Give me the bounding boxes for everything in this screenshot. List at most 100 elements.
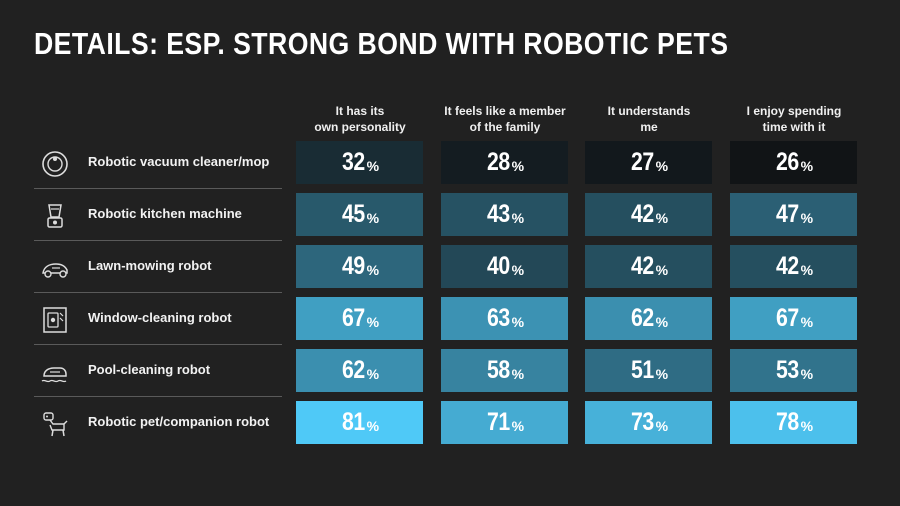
value-unit: % — [800, 261, 814, 278]
value-number: 40 — [486, 252, 510, 280]
row-divider — [34, 240, 282, 241]
value-unit: % — [800, 417, 814, 434]
value-cell: 32% — [296, 141, 423, 184]
value-number: 78 — [775, 408, 799, 436]
value-number: 27 — [630, 148, 654, 176]
column-header-line: It has its — [335, 104, 385, 118]
value-unit: % — [511, 209, 525, 226]
column-header: It feels like a member of the family — [441, 103, 569, 135]
value-unit: % — [511, 313, 525, 330]
value-cell: 28% — [441, 141, 568, 184]
robot-dog-icon — [40, 409, 70, 439]
value-number: 49 — [341, 252, 365, 280]
value-number: 28 — [486, 148, 510, 176]
column-header-line: me — [640, 120, 658, 134]
value-unit: % — [655, 209, 669, 226]
column-header-line: It understands — [607, 104, 691, 118]
column-header-line: I enjoy spending — [746, 104, 842, 118]
value-number: 73 — [630, 408, 654, 436]
value-cell: 62% — [296, 349, 423, 392]
value-number: 53 — [775, 356, 799, 384]
value-unit: % — [511, 365, 525, 382]
value-unit: % — [366, 365, 380, 382]
value-unit: % — [366, 313, 380, 330]
value-cell: 81% — [296, 401, 423, 444]
value-unit: % — [655, 365, 669, 382]
value-number: 45 — [341, 200, 365, 228]
pool-robot-icon — [40, 357, 70, 387]
value-number: 47 — [775, 200, 799, 228]
row-label-text: Window-cleaning robot — [88, 310, 232, 325]
column-header: I enjoy spending time with it — [730, 103, 858, 135]
value-number: 63 — [486, 304, 510, 332]
value-number: 32 — [341, 148, 365, 176]
value-cell: 43% — [441, 193, 568, 236]
value-number: 67 — [775, 304, 799, 332]
value-unit: % — [655, 261, 669, 278]
row-label: Robotic vacuum cleaner/mop — [34, 139, 282, 191]
value-unit: % — [366, 417, 380, 434]
value-unit: % — [800, 313, 814, 330]
value-unit: % — [366, 209, 380, 226]
value-unit: % — [655, 417, 669, 434]
value-cell: 67% — [730, 297, 857, 340]
value-unit: % — [800, 365, 814, 382]
row-label: Robotic kitchen machine — [34, 191, 282, 243]
value-cell: 78% — [730, 401, 857, 444]
value-number: 51 — [630, 356, 654, 384]
row-label: Pool-cleaning robot — [34, 347, 282, 399]
value-cell: 67% — [296, 297, 423, 340]
value-number: 67 — [341, 304, 365, 332]
value-number: 43 — [486, 200, 510, 228]
value-unit: % — [366, 157, 380, 174]
row-label-text: Pool-cleaning robot — [88, 362, 211, 377]
value-number: 71 — [486, 408, 510, 436]
row-divider — [34, 292, 282, 293]
value-unit: % — [511, 261, 525, 278]
value-cell: 42% — [730, 245, 857, 288]
column-header: It understands me — [585, 103, 713, 135]
window-robot-icon — [40, 305, 70, 335]
row-label-text: Lawn-mowing robot — [88, 258, 212, 273]
row-label: Window-cleaning robot — [34, 295, 282, 347]
value-unit: % — [655, 313, 669, 330]
value-cell: 49% — [296, 245, 423, 288]
lawn-mower-icon — [40, 253, 70, 283]
value-unit: % — [511, 157, 525, 174]
value-cell: 53% — [730, 349, 857, 392]
row-label-text: Robotic kitchen machine — [88, 206, 242, 221]
value-number: 26 — [775, 148, 799, 176]
row-label: Lawn-mowing robot — [34, 243, 282, 295]
column-header: It has its own personality — [296, 103, 424, 135]
column-header-line: own personality — [314, 120, 406, 134]
value-cell: 42% — [585, 245, 712, 288]
value-unit: % — [800, 157, 814, 174]
value-number: 62 — [341, 356, 365, 384]
column-header-line: It feels like a member — [444, 104, 566, 118]
value-cell: 51% — [585, 349, 712, 392]
value-cell: 62% — [585, 297, 712, 340]
row-divider — [34, 396, 282, 397]
kitchen-machine-icon — [40, 201, 70, 231]
vacuum-robot-icon — [40, 149, 70, 179]
value-cell: 26% — [730, 141, 857, 184]
value-cell: 42% — [585, 193, 712, 236]
value-cell: 58% — [441, 349, 568, 392]
value-cell: 71% — [441, 401, 568, 444]
value-unit: % — [655, 157, 669, 174]
row-divider — [34, 344, 282, 345]
value-unit: % — [511, 417, 525, 434]
value-cell: 45% — [296, 193, 423, 236]
value-unit: % — [366, 261, 380, 278]
value-cell: 27% — [585, 141, 712, 184]
value-number: 42 — [630, 252, 654, 280]
row-label-text: Robotic vacuum cleaner/mop — [88, 154, 270, 169]
value-number: 62 — [630, 304, 654, 332]
value-cell: 40% — [441, 245, 568, 288]
row-divider — [34, 188, 282, 189]
column-header-line: of the family — [469, 120, 541, 134]
value-cell: 63% — [441, 297, 568, 340]
value-unit: % — [800, 209, 814, 226]
row-label-text: Robotic pet/companion robot — [88, 414, 270, 429]
value-number: 42 — [630, 200, 654, 228]
